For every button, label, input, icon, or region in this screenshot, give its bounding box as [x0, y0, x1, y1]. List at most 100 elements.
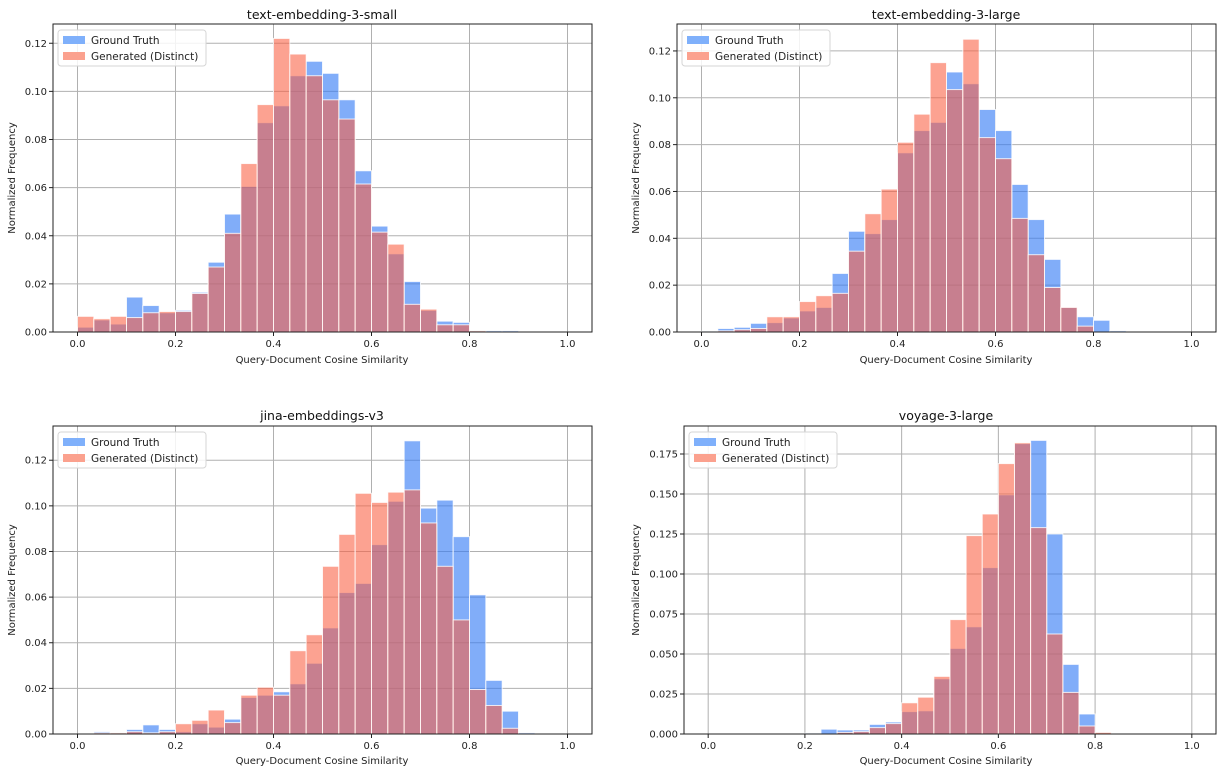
bar-generated [981, 513, 999, 735]
x-tick-label: 0.6 [988, 339, 1004, 350]
bar-generated [289, 53, 307, 333]
legend: Ground Truth Generated (Distinct) [57, 431, 207, 469]
bar-generated [766, 316, 784, 333]
bar-ground-truth [1093, 319, 1111, 333]
bar-generated [452, 619, 470, 735]
bar-generated [175, 311, 193, 333]
bar-generated [207, 266, 226, 333]
bar-generated [1046, 633, 1064, 735]
bar-generated [371, 231, 389, 333]
bar-generated [1013, 442, 1032, 735]
x-tick-label: 0.8 [1087, 741, 1103, 752]
y-axis-label: Normalized Frequency [631, 122, 642, 234]
x-tick-label: 0.8 [1086, 339, 1102, 350]
bar-generated [403, 489, 421, 735]
axes-frame [676, 23, 1217, 333]
bar-generated [273, 37, 291, 333]
y-tick-label: 0.00 [649, 328, 671, 339]
axes-frame [52, 23, 593, 333]
legend-label: Ground Truth [722, 437, 791, 449]
bar-generated [452, 324, 470, 333]
x-tick-label: 0.4 [890, 339, 906, 350]
bar-generated [1078, 725, 1096, 735]
y-tick-label: 0.08 [25, 135, 47, 146]
bar-generated [305, 634, 323, 735]
y-axis-label: Normalized Frequency [7, 524, 18, 636]
bar-generated [224, 232, 242, 333]
bar-generated [1011, 217, 1029, 333]
x-tick-label: 0.4 [894, 741, 910, 752]
x-tick-label: 0.6 [364, 339, 380, 350]
bar-generated [913, 113, 931, 333]
legend-box [681, 29, 831, 67]
bar-generated [305, 75, 323, 333]
x-tick-label: 1.0 [560, 339, 576, 350]
bar-generated [322, 99, 340, 333]
x-tick-label: 0.0 [694, 339, 710, 350]
y-tick-label: 0.075 [649, 610, 678, 621]
bar-generated [371, 501, 389, 735]
bar-generated [191, 293, 209, 333]
bar-generated [354, 492, 372, 735]
subplot-text-embedding-3-small: text-embedding-3-small 0.0 0.2 0.4 0.6 0.8 1.… [7, 7, 593, 366]
bar-generated [420, 308, 438, 333]
y-tick-label: 0.025 [649, 690, 678, 701]
y-tick-label: 0.10 [649, 93, 671, 104]
legend: Ground Truth Generated (Distinct) [688, 431, 838, 469]
legend-swatch-generated [63, 454, 85, 462]
axes-frame [52, 425, 593, 735]
x-tick-label: 0.2 [797, 741, 813, 752]
bar-generated [995, 158, 1013, 333]
x-tick-label: 0.6 [990, 741, 1006, 752]
x-tick-label: 1.0 [1184, 339, 1200, 350]
bar-generated [1027, 254, 1045, 333]
y-tick-label: 0.100 [649, 570, 678, 581]
bar-generated [338, 533, 356, 735]
bar-generated [77, 315, 95, 333]
subplot-title: text-embedding-3-large [872, 7, 1021, 22]
y-tick-label: 0.12 [649, 46, 671, 57]
bar-generated [158, 311, 177, 333]
bar-generated [501, 727, 519, 735]
legend-swatch-ground-truth [694, 438, 716, 446]
x-tick-label: 0.6 [364, 741, 380, 752]
legend-label: Generated (Distinct) [91, 453, 198, 465]
y-tick-label: 0.10 [25, 87, 47, 98]
bar-generated [848, 250, 866, 333]
bar-generated [436, 324, 454, 333]
y-tick-label: 0.06 [649, 187, 671, 198]
subplot-title: text-embedding-3-small [247, 7, 397, 22]
bar-generated [815, 295, 833, 333]
legend-label: Generated (Distinct) [91, 51, 198, 63]
y-axis-label: Normalized Frequency [7, 122, 18, 234]
bar-generated [93, 318, 111, 333]
y-tick-label: 0.050 [649, 650, 678, 661]
legend-label: Ground Truth [715, 35, 784, 47]
bar-generated [929, 62, 948, 333]
bar-generated [997, 463, 1015, 735]
bar-generated [322, 565, 340, 735]
bar-generated [485, 704, 503, 735]
legend-label: Generated (Distinct) [722, 453, 829, 465]
subplot-jina-embeddings-v3: jina-embeddings-v3 0.0 0.2 0.4 0.6 0.8 1.0 0.0… [7, 408, 593, 767]
y-tick-label: 0.12 [25, 456, 47, 467]
bar-generated [142, 312, 160, 333]
bar-generated [109, 315, 127, 333]
x-axis-label: Query-Document Cosine Similarity [860, 355, 1033, 366]
subplot-voyage-3-large: voyage-3-large 0.0 0.2 0.4 0.6 0.8 1.0 0.000 0.… [631, 408, 1217, 767]
bar-generated [1062, 691, 1080, 735]
bar-generated [338, 118, 356, 333]
legend-label: Generated (Distinct) [715, 51, 822, 63]
bar-generated [436, 565, 454, 735]
x-axis-label: Query-Document Cosine Similarity [236, 355, 409, 366]
x-tick-label: 0.2 [168, 741, 184, 752]
x-tick-label: 0.4 [266, 339, 282, 350]
legend-label: Ground Truth [91, 437, 160, 449]
bar-generated [946, 89, 964, 333]
y-tick-label: 0.04 [25, 638, 47, 649]
legend-swatch-generated [694, 454, 716, 462]
bar-generated [469, 689, 487, 735]
bar-generated [420, 522, 438, 735]
bar-generated [901, 702, 919, 735]
legend-box [688, 431, 838, 469]
